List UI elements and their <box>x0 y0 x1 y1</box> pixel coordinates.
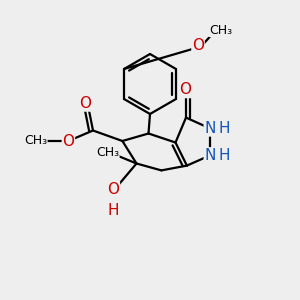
Text: O: O <box>192 38 204 53</box>
Text: O: O <box>62 134 74 148</box>
Text: O: O <box>79 96 91 111</box>
Text: CH₃: CH₃ <box>24 134 47 148</box>
Text: N: N <box>204 148 216 163</box>
Text: H: H <box>108 203 119 218</box>
Text: H: H <box>219 121 230 136</box>
Text: CH₃: CH₃ <box>209 23 232 37</box>
Text: O: O <box>179 82 191 98</box>
Text: O: O <box>107 182 119 197</box>
Text: N: N <box>204 121 216 136</box>
Text: H: H <box>219 148 230 163</box>
Text: CH₃: CH₃ <box>96 146 119 160</box>
